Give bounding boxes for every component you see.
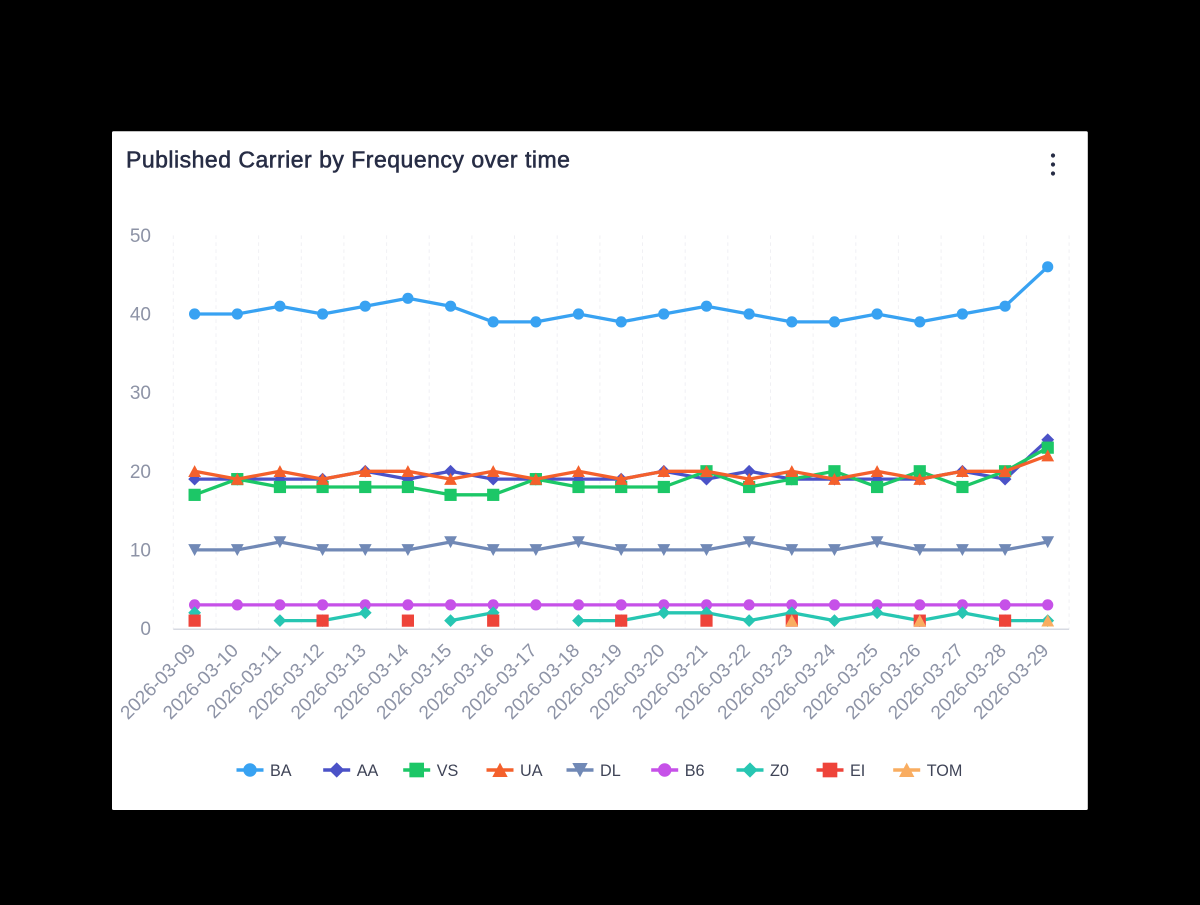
svg-text:0: 0: [140, 619, 151, 640]
svg-text:DL: DL: [600, 762, 621, 780]
svg-text:TOM: TOM: [927, 762, 963, 780]
svg-text:BA: BA: [270, 762, 292, 780]
svg-text:AA: AA: [357, 762, 379, 780]
svg-text:40: 40: [130, 305, 151, 326]
svg-text:Published Carrier by Frequency: Published Carrier by Frequency over time: [126, 147, 570, 173]
svg-text:30: 30: [130, 383, 151, 404]
svg-text:Z0: Z0: [770, 762, 789, 780]
svg-text:EI: EI: [850, 762, 865, 780]
svg-text:B6: B6: [685, 762, 705, 780]
svg-text:10: 10: [130, 540, 151, 561]
svg-text:50: 50: [130, 226, 151, 247]
svg-text:20: 20: [130, 462, 151, 483]
svg-text:VS: VS: [437, 762, 459, 780]
svg-text:UA: UA: [520, 762, 543, 780]
